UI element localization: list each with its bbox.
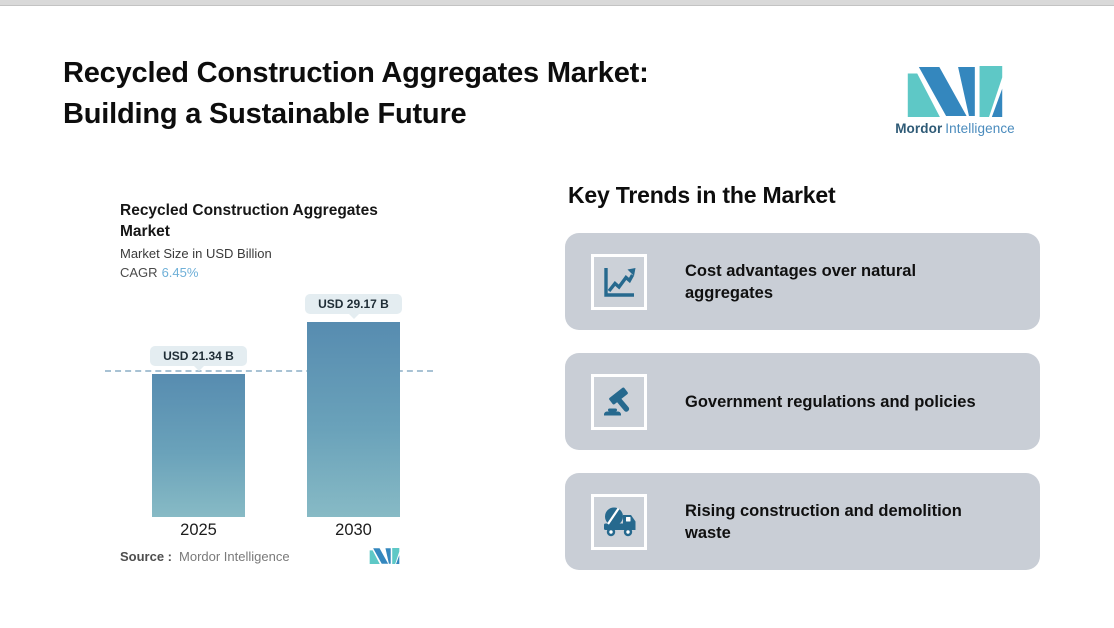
bar (307, 321, 400, 517)
chart-cagr: CAGR 6.45% (120, 265, 450, 280)
icon-box (591, 253, 647, 310)
trend-card-text: Cost advantages over natural aggregates (685, 261, 917, 302)
page-title: Recycled Construction Aggregates Market:… (63, 53, 649, 135)
bar-value-label: USD 29.17 B (318, 296, 389, 311)
mi-mark-small-icon (369, 548, 400, 564)
source-label: Source : (120, 549, 173, 564)
gavel-icon (604, 387, 630, 415)
page-title-line2: Building a Sustainable Future (63, 98, 467, 130)
brand-name: Mordor Intelligence (885, 121, 1025, 136)
brand-name-bold: Mordor (895, 121, 943, 136)
trend-card-text: Government regulations and policies (685, 392, 976, 411)
mixer-truck-icon (604, 507, 636, 536)
icon-box (591, 373, 647, 430)
chart-title-line2: Market (120, 223, 170, 240)
source-row: Source : Mordor Intelligence (120, 549, 290, 564)
top-border-strip (0, 0, 1114, 6)
year-label: 2025 (180, 521, 217, 539)
trend-card-rising-waste: Rising construction and demolition waste (565, 473, 1040, 570)
chart-title-line1: Recycled Construction Aggregates (120, 202, 378, 219)
page-title-line1: Recycled Construction Aggregates Market: (63, 57, 649, 89)
chart-title: Recycled Construction Aggregates Market (120, 200, 450, 242)
icon-box (591, 493, 647, 550)
line-chart-icon (604, 267, 636, 297)
reference-line (105, 370, 433, 373)
cagr-label: CAGR (120, 265, 158, 280)
bar-chart-plot: USD 21.34 B 2025 USD 29.17 B 2030 (105, 290, 445, 539)
bar-value-badge: USD 21.34 B (150, 346, 247, 367)
mordor-intelligence-logo-icon (906, 66, 1004, 117)
source-value: Mordor Intelligence (179, 549, 290, 564)
brand-name-light: Intelligence (945, 121, 1015, 136)
bar (152, 374, 245, 517)
bar-value-badge: USD 29.17 B (305, 293, 402, 314)
trend-card-cost-advantages: Cost advantages over natural aggregates (565, 233, 1040, 330)
trends-heading: Key Trends in the Market (568, 182, 836, 208)
trend-card-government-regulations: Government regulations and policies (565, 353, 1040, 450)
cagr-value: 6.45% (161, 265, 199, 280)
chart-subtitle: Market Size in USD Billion (120, 246, 272, 261)
bar-value-label: USD 21.34 B (163, 349, 234, 364)
year-label: 2030 (335, 521, 372, 539)
chart-header: Recycled Construction Aggregates Market … (120, 200, 450, 280)
brand-logo: Mordor Intelligence (885, 66, 1025, 136)
trend-card-text: Rising construction and demolition waste (685, 501, 962, 542)
trend-cards: Cost advantages over natural aggregates … (565, 233, 1040, 593)
